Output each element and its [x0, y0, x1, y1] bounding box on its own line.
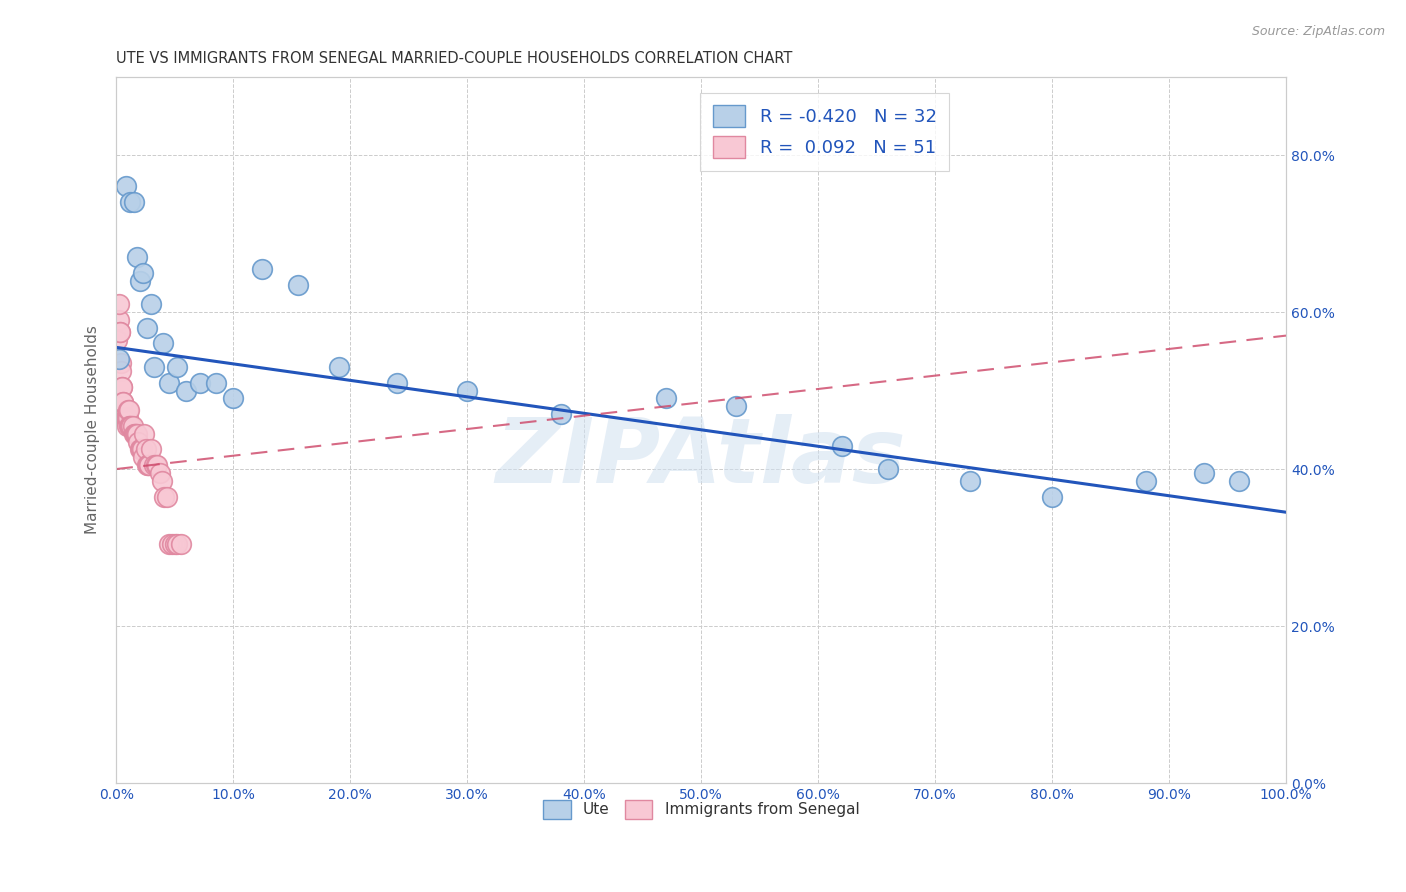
- Point: [121, 418, 143, 433]
- Point: [122, 195, 145, 210]
- Point: [204, 376, 226, 390]
- Point: [145, 458, 167, 472]
- Point: [166, 536, 188, 550]
- Point: [141, 442, 163, 457]
- Point: [550, 407, 572, 421]
- Point: [120, 195, 142, 210]
- Point: [157, 376, 180, 390]
- Point: [114, 411, 136, 425]
- Point: [142, 359, 165, 374]
- Point: [155, 490, 177, 504]
- Point: [136, 458, 159, 472]
- Point: [122, 426, 145, 441]
- Point: [107, 297, 129, 311]
- Point: [138, 458, 160, 472]
- Point: [118, 418, 141, 433]
- Point: [146, 458, 169, 472]
- Point: [1192, 466, 1215, 480]
- Point: [111, 379, 134, 393]
- Text: UTE VS IMMIGRANTS FROM SENEGAL MARRIED-COUPLE HOUSEHOLDS CORRELATION CHART: UTE VS IMMIGRANTS FROM SENEGAL MARRIED-C…: [117, 51, 793, 66]
- Point: [118, 403, 141, 417]
- Point: [725, 399, 748, 413]
- Point: [328, 359, 350, 374]
- Point: [111, 379, 134, 393]
- Point: [115, 411, 138, 425]
- Text: ZIPAtlas: ZIPAtlas: [496, 414, 907, 502]
- Point: [120, 418, 142, 433]
- Point: [134, 426, 156, 441]
- Point: [148, 466, 170, 480]
- Point: [877, 462, 900, 476]
- Point: [655, 392, 678, 406]
- Point: [141, 297, 163, 311]
- Point: [117, 411, 139, 425]
- Point: [135, 458, 157, 472]
- Point: [166, 359, 188, 374]
- Point: [125, 426, 148, 441]
- Point: [128, 442, 150, 457]
- Point: [222, 392, 245, 406]
- Point: [127, 250, 149, 264]
- Point: [110, 356, 132, 370]
- Point: [112, 395, 135, 409]
- Point: [134, 442, 156, 457]
- Point: [112, 395, 135, 409]
- Point: [287, 277, 309, 292]
- Point: [153, 490, 176, 504]
- Point: [152, 336, 174, 351]
- Point: [110, 364, 132, 378]
- Point: [157, 536, 180, 550]
- Point: [135, 320, 157, 334]
- Point: [163, 536, 186, 550]
- Point: [114, 411, 136, 425]
- Point: [150, 474, 173, 488]
- Point: [456, 384, 478, 398]
- Point: [169, 536, 191, 550]
- Point: [114, 411, 136, 425]
- Y-axis label: Married-couple Households: Married-couple Households: [86, 326, 100, 534]
- Point: [142, 458, 165, 472]
- Point: [128, 434, 150, 449]
- Point: [114, 179, 136, 194]
- Point: [385, 376, 408, 390]
- Point: [132, 266, 155, 280]
- Point: [190, 376, 212, 390]
- Point: [1227, 474, 1250, 488]
- Point: [959, 474, 981, 488]
- Point: [117, 403, 139, 417]
- Point: [114, 411, 136, 425]
- Point: [1040, 490, 1063, 504]
- Point: [107, 352, 129, 367]
- Point: [121, 418, 143, 433]
- Point: [124, 426, 146, 441]
- Point: [131, 442, 153, 457]
- Point: [176, 384, 198, 398]
- Point: [107, 313, 129, 327]
- Point: [108, 325, 131, 339]
- Point: [1135, 474, 1157, 488]
- Point: [127, 426, 149, 441]
- Point: [132, 450, 155, 465]
- Point: [252, 261, 274, 276]
- Point: [831, 438, 853, 452]
- Point: [128, 274, 150, 288]
- Text: Source: ZipAtlas.com: Source: ZipAtlas.com: [1251, 25, 1385, 38]
- Point: [115, 418, 138, 433]
- Point: [162, 536, 184, 550]
- Legend: Ute, Immigrants from Senegal: Ute, Immigrants from Senegal: [537, 794, 865, 825]
- Point: [108, 325, 131, 339]
- Point: [129, 442, 152, 457]
- Point: [107, 333, 129, 347]
